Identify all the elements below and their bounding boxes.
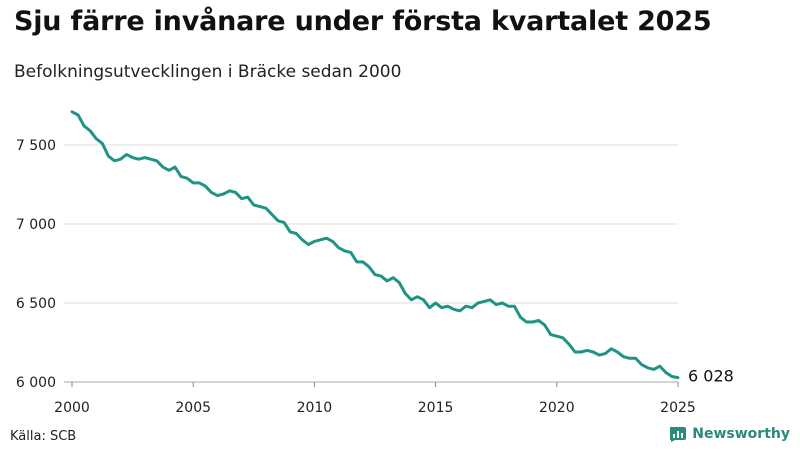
x-tick-label: 2005 bbox=[175, 400, 211, 416]
source-note: Källa: SCB bbox=[10, 429, 77, 444]
y-tick-label: 7 000 bbox=[16, 217, 56, 233]
chart-title: Sju färre invånare under första kvartale… bbox=[14, 6, 712, 37]
brand-name: Newsworthy bbox=[692, 426, 790, 442]
x-tick-label: 2000 bbox=[54, 400, 90, 416]
x-tick-label: 2015 bbox=[418, 400, 454, 416]
y-tick-label: 7 500 bbox=[16, 138, 56, 154]
chart-subtitle: Befolkningsutvecklingen i Bräcke sedan 2… bbox=[14, 62, 402, 82]
end-value-label: 6 028 bbox=[688, 367, 734, 386]
y-tick-label: 6 000 bbox=[16, 375, 56, 391]
x-tick-label: 2010 bbox=[297, 400, 333, 416]
y-tick-label: 6 500 bbox=[16, 296, 56, 312]
x-tick-label: 2025 bbox=[660, 400, 696, 416]
x-tick-label: 2020 bbox=[539, 400, 575, 416]
population-line bbox=[70, 110, 680, 380]
newsworthy-logo[interactable]: Newsworthy bbox=[669, 426, 790, 442]
chart-bars-icon bbox=[670, 427, 687, 442]
